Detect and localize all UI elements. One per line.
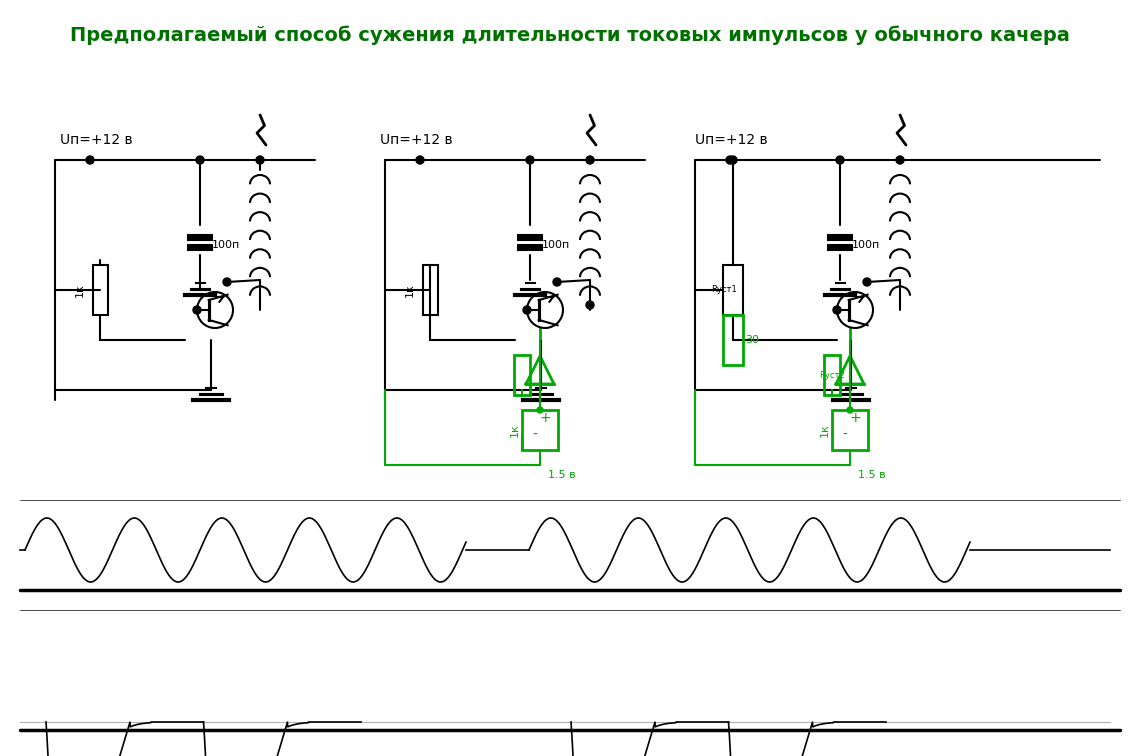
Bar [723, 315, 743, 365]
Text: Uп=+12 в: Uп=+12 в [695, 133, 767, 147]
Circle shape [196, 156, 204, 164]
Text: 1к: 1к [75, 284, 86, 297]
Text: Uп=+12 в: Uп=+12 в [380, 133, 453, 147]
Text: -: - [532, 428, 537, 442]
Text: Предполагаемый способ сужения длительности токовых импульсов у обычного качера: Предполагаемый способ сужения длительнос… [70, 25, 1070, 45]
Circle shape [256, 156, 264, 164]
Bar [828, 235, 852, 240]
Text: Rуст1: Rуст1 [711, 286, 736, 295]
Circle shape [896, 156, 904, 164]
Text: 1к: 1к [510, 423, 520, 437]
Text: +: + [849, 411, 861, 425]
Circle shape [836, 156, 844, 164]
Bar [828, 245, 852, 250]
Circle shape [863, 278, 871, 286]
Circle shape [416, 156, 424, 164]
Bar [188, 235, 212, 240]
Circle shape [833, 306, 841, 314]
Bar [522, 410, 557, 450]
Text: 30: 30 [746, 335, 759, 345]
Circle shape [526, 156, 534, 164]
Circle shape [586, 156, 594, 164]
Text: -: - [842, 428, 847, 442]
Bar [518, 245, 542, 250]
Circle shape [586, 301, 594, 309]
Text: 100п: 100п [212, 240, 241, 250]
Circle shape [223, 278, 231, 286]
Bar [832, 410, 868, 450]
Bar [518, 235, 542, 240]
Text: 100п: 100п [542, 240, 570, 250]
Bar [93, 265, 108, 315]
Circle shape [728, 156, 736, 164]
Circle shape [537, 407, 543, 413]
Bar [188, 245, 212, 250]
Circle shape [523, 306, 531, 314]
Bar [723, 265, 743, 315]
Bar [423, 265, 438, 315]
Bar [824, 355, 840, 395]
Bar [514, 355, 530, 395]
Text: Uп=+12 в: Uп=+12 в [60, 133, 132, 147]
Text: 100п: 100п [852, 240, 880, 250]
Text: Rуст2: Rуст2 [820, 370, 845, 380]
Text: +: + [539, 411, 551, 425]
Text: 1.5 в: 1.5 в [548, 470, 576, 480]
Text: 1к: 1к [405, 284, 415, 297]
Text: 1.5 в: 1.5 в [858, 470, 886, 480]
Circle shape [847, 407, 853, 413]
Text: 1к: 1к [820, 423, 830, 437]
Circle shape [193, 306, 201, 314]
Circle shape [86, 156, 93, 164]
Circle shape [553, 278, 561, 286]
Circle shape [726, 156, 734, 164]
